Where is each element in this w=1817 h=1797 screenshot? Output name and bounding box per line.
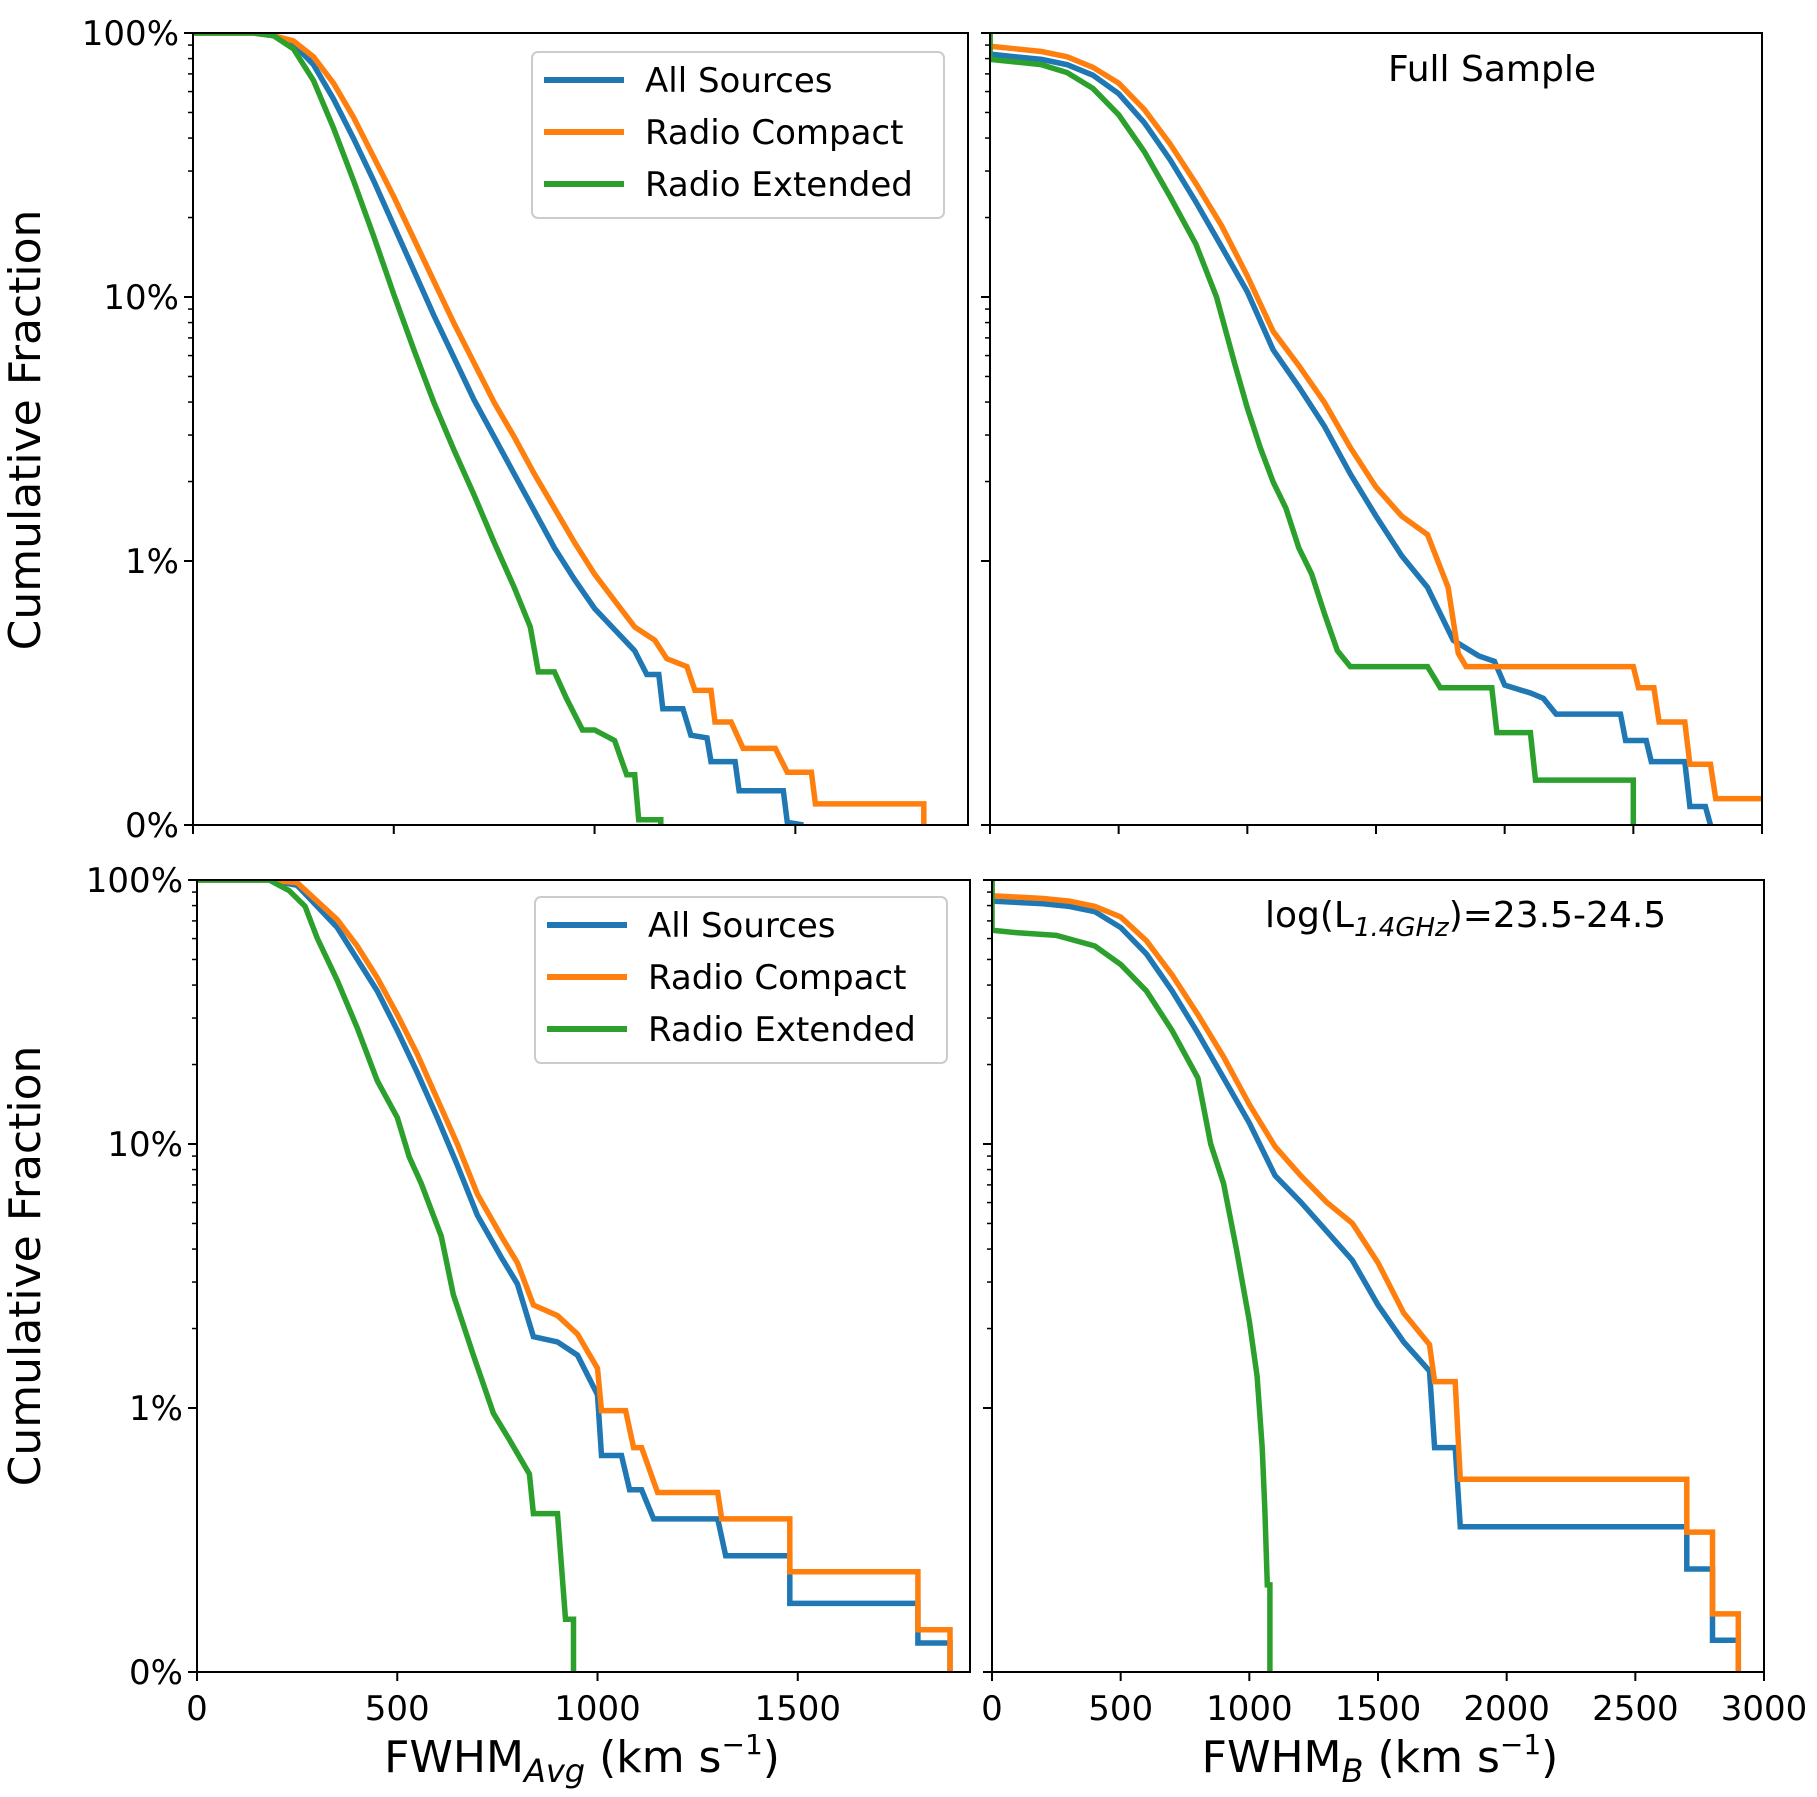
x-tick-label: 1000 <box>1206 1689 1293 1729</box>
axes-frame <box>989 32 1763 826</box>
y-tick-label: 10% <box>103 278 179 318</box>
series-line-compact <box>990 33 1762 802</box>
y-tick-label: 0% <box>125 806 179 846</box>
x-axis-title-avg: FWHMAvg (km s−1) <box>384 1728 780 1790</box>
series-line-all <box>992 880 1742 1672</box>
panel-bottom-right: 0 500 1000 1500 2000 2500 3000 <box>981 879 1808 1729</box>
x-axis-title-b-exp: −1 <box>1500 1728 1541 1761</box>
legend-top-frame <box>531 51 945 219</box>
x-tick-label: 2500 <box>1592 1689 1679 1729</box>
y-tick-label: 1% <box>129 1389 183 1429</box>
axes-frame <box>196 879 971 1673</box>
legend-top-label-all: All Sources <box>645 61 832 101</box>
x-axis-title-b-sub: B <box>1342 1752 1364 1790</box>
series-line-extended <box>193 33 664 825</box>
legend-bottom-label-all: All Sources <box>648 906 835 946</box>
axes-frame <box>991 879 1765 1673</box>
x-tick-label: 0 <box>186 1689 208 1729</box>
x-axis-title-b-main: FWHM <box>1202 1732 1342 1783</box>
y-tick-label: 1% <box>125 542 179 582</box>
legend-bottom: All Sources Radio Compact Radio Extended <box>534 896 948 1064</box>
series-line-compact <box>197 880 953 1672</box>
x-axis-title-avg-unit: (km s <box>585 1732 721 1783</box>
y-axis-title-bottom: Cumulative Fraction <box>0 1046 51 1487</box>
x-tick-label: 3000 <box>1721 1689 1808 1729</box>
x-tick-label: 500 <box>365 1689 430 1729</box>
annotation-luminosity: log(L1.4GHz)=23.5-24.5 <box>1265 895 1666 943</box>
y-tick-label: 100% <box>82 14 179 54</box>
legend-bottom-label-extended: Radio Extended <box>648 1010 916 1050</box>
annotation-luminosity-post: )=23.5-24.5 <box>1449 895 1667 936</box>
series-line-all <box>990 33 1714 825</box>
x-tick-label: 1500 <box>1335 1689 1422 1729</box>
x-axis-title-b: FWHMB (km s−1) <box>1202 1728 1559 1790</box>
x-tick-label: 2000 <box>1463 1689 1550 1729</box>
series-line-compact <box>992 880 1742 1672</box>
panel-top-right <box>981 32 1763 834</box>
x-axis-title-avg-sub: Avg <box>522 1752 585 1790</box>
series-line-all <box>193 33 804 825</box>
x-tick-label: 0 <box>981 1689 1003 1729</box>
annotation-luminosity-pre: log(L <box>1265 895 1354 936</box>
x-axis-title-avg-exp: −1 <box>721 1728 762 1761</box>
x-axis-title-b-close: ) <box>1541 1732 1558 1783</box>
annotation-luminosity-sub: 1.4GHz <box>1354 913 1450 943</box>
y-tick-label: 100% <box>86 861 183 901</box>
annotation-full-sample: Full Sample <box>1388 49 1596 90</box>
y-tick-label: 10% <box>107 1125 183 1165</box>
x-axis-title-b-unit: (km s <box>1363 1732 1499 1783</box>
series-line-extended <box>990 33 1637 825</box>
legend-top-label-compact: Radio Compact <box>645 113 903 153</box>
x-axis-title-avg-close: ) <box>763 1732 780 1783</box>
panel-bottom-left: 0% 1% 10% 100% 0 500 1000 1500 <box>86 861 971 1729</box>
x-tick-label: 1500 <box>755 1689 842 1729</box>
series-line-extended <box>197 880 577 1672</box>
y-tick-label: 0% <box>129 1653 183 1693</box>
series-line-extended <box>992 880 1273 1672</box>
legend-bottom-label-compact: Radio Compact <box>648 958 906 998</box>
panel-top-left: 0% 1% 10% 100% <box>82 14 969 846</box>
y-axis-title-top: Cumulative Fraction <box>0 210 51 651</box>
x-tick-label: 1000 <box>554 1689 641 1729</box>
legend-top: All Sources Radio Compact Radio Extended <box>531 51 945 219</box>
x-tick-label: 500 <box>1088 1689 1153 1729</box>
series-line-compact <box>193 33 927 825</box>
legend-bottom-frame <box>534 896 948 1064</box>
x-axis-title-avg-main: FWHM <box>384 1732 524 1783</box>
legend-top-label-extended: Radio Extended <box>645 165 913 205</box>
axes-frame <box>192 32 969 826</box>
